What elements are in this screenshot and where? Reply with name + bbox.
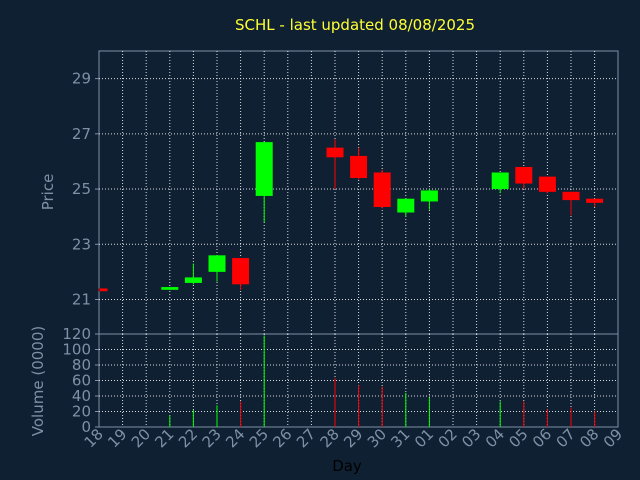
candle-body: [515, 166, 533, 184]
candle: [184, 263, 202, 285]
candle: [350, 147, 368, 180]
candle: [98, 288, 108, 292]
volume-tick-label: 0: [81, 418, 91, 436]
x-axis-label: Day: [332, 457, 362, 475]
candle: [538, 176, 556, 194]
candle-body: [491, 172, 509, 190]
volume-tick-label: 60: [72, 372, 91, 390]
volume-axis-label: Volume (0000): [29, 326, 47, 436]
candle: [232, 258, 250, 290]
candle-body: [208, 255, 226, 272]
price-tick-label: 21: [72, 290, 91, 308]
candle: [326, 139, 344, 190]
candle: [208, 255, 226, 282]
candle: [373, 169, 391, 209]
candle-body: [161, 287, 179, 290]
candle: [420, 189, 438, 210]
price-axis-label: Price: [39, 174, 57, 211]
volume-bars: [169, 335, 596, 427]
x-tick-labels: 1819202122232425262728293031010203040506…: [81, 425, 626, 451]
candle-body: [373, 172, 391, 207]
volume-tick-label: 40: [72, 387, 91, 405]
candle: [562, 191, 580, 216]
candle-body: [100, 288, 108, 292]
candle-body: [350, 155, 368, 179]
candle: [161, 287, 179, 290]
price-tick-label: 27: [72, 125, 91, 143]
volume-tick-label: 20: [72, 403, 91, 421]
chart-title: SCHL - last updated 08/08/2025: [235, 16, 475, 34]
price-tick-label: 23: [72, 235, 91, 253]
candle: [586, 198, 604, 207]
candle-body: [586, 198, 604, 203]
volume-tick-label: 100: [62, 341, 91, 359]
volume-tick-label: 120: [62, 325, 91, 343]
candle-body: [420, 190, 438, 202]
candle: [397, 198, 415, 217]
candle-body: [538, 176, 556, 192]
candle-body: [562, 191, 580, 201]
candle: [255, 142, 273, 223]
volume-tick-label: 80: [72, 356, 91, 374]
candle: [515, 166, 533, 190]
candles: [98, 139, 604, 292]
candle-body: [397, 198, 415, 213]
candle-body: [184, 277, 202, 283]
price-tick-labels: 21 23 25 27 29: [72, 70, 99, 308]
candle-body: [255, 142, 273, 196]
price-tick-label: 29: [72, 70, 91, 88]
price-panel: 21 23 25 27 29: [72, 50, 619, 335]
candle-body: [326, 147, 344, 158]
candle: [491, 172, 509, 194]
candle-body: [232, 258, 250, 285]
price-tick-label: 25: [72, 180, 91, 198]
